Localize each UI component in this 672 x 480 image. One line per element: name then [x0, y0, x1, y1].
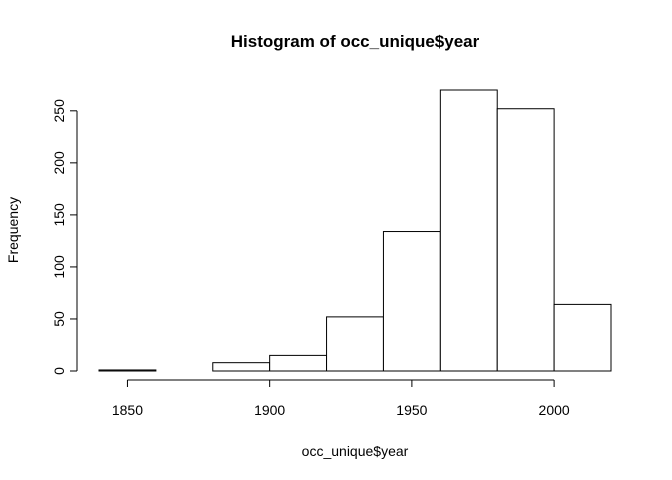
x-axis-label: occ_unique$year: [302, 443, 409, 459]
x-tick-label: 2000: [539, 402, 570, 418]
histogram-bar: [496, 108, 555, 372]
y-axis-label: Frequency: [5, 197, 21, 263]
y-tick-label: 150: [51, 203, 67, 227]
x-tick-label: 1950: [396, 402, 427, 418]
y-tick-label: 200: [51, 151, 67, 175]
y-axis: 0 50 100 150 200 250: [51, 99, 78, 375]
histogram-bar: [269, 354, 328, 372]
histogram-bar: [212, 362, 271, 372]
x-tick-label: 1900: [254, 402, 285, 418]
x-tick-label: 1850: [112, 402, 143, 418]
histogram-bar: [553, 303, 612, 372]
histogram-bar: [439, 89, 498, 372]
bars-group: [98, 89, 612, 372]
chart-title: Histogram of occ_unique$year: [231, 32, 480, 51]
x-axis: 1850 1900 1950 2000: [112, 379, 570, 418]
histogram-bar: [326, 316, 384, 372]
y-tick-label: 50: [51, 311, 67, 327]
histogram-bar: [98, 369, 157, 372]
y-tick-label: 100: [51, 255, 67, 279]
y-tick-label: 0: [51, 367, 67, 375]
histogram-bar: [382, 231, 441, 372]
y-tick-label: 250: [51, 99, 67, 123]
